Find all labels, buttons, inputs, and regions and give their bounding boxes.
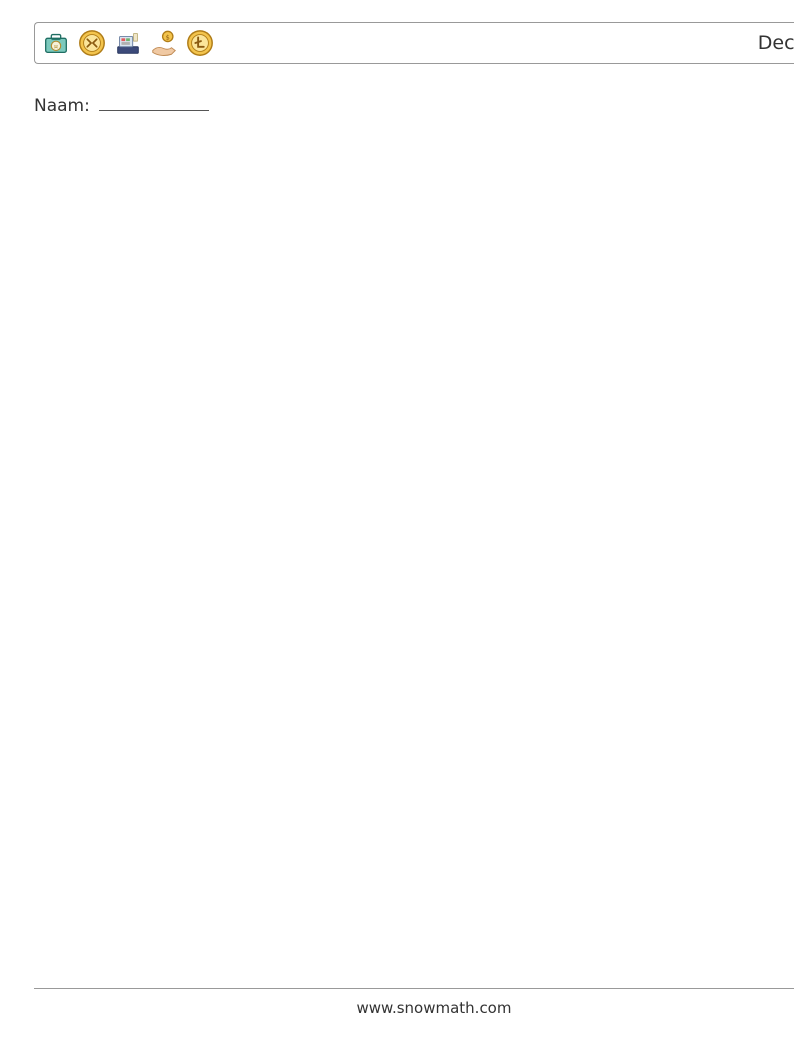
svg-text:$: $ (166, 33, 170, 41)
litecoin-coin-icon (185, 28, 215, 58)
ripple-coin-icon (77, 28, 107, 58)
header-bar: ¤ $ (34, 22, 794, 64)
page: ¤ $ (0, 0, 794, 1053)
footer: www.snowmath.com (34, 988, 794, 1017)
name-blank-line (99, 96, 209, 111)
name-label: Naam: (34, 96, 90, 116)
hand-coin-icon: $ (149, 28, 179, 58)
briefcase-coin-icon: ¤ (41, 28, 71, 58)
header-title: Decima (758, 32, 794, 54)
footer-text: www.snowmath.com (357, 999, 512, 1017)
cash-register-icon (113, 28, 143, 58)
name-label-row: Naam: (34, 96, 209, 116)
svg-text:¤: ¤ (54, 43, 58, 51)
